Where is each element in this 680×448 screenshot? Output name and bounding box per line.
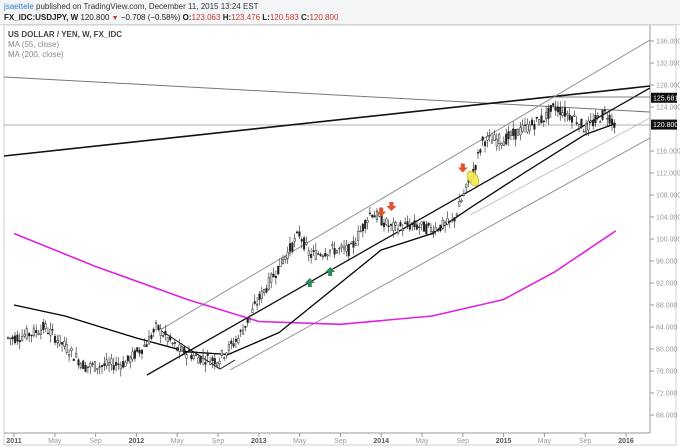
annotations (304, 163, 480, 287)
price-tick-label: 88.000 (656, 303, 678, 310)
price-tick-label: 132.000 (656, 61, 680, 68)
descending-trendline[interactable] (3, 76, 651, 113)
ma-200-line[interactable] (13, 230, 617, 326)
time-tick-label: 2014 (373, 438, 389, 445)
publish-text: published on TradingView.com, December 1… (33, 2, 259, 11)
open-label: O: (182, 13, 192, 22)
high-label: H: (222, 13, 232, 22)
price-tick-label: 124.000 (656, 105, 680, 112)
price-axis[interactable]: 136.000 132.000 128.000 124.000 116.000 112.0… (650, 39, 680, 420)
channel-lower-line[interactable] (229, 137, 651, 371)
time-tick-label: 2016 (618, 438, 634, 445)
time-tick-label: Sep (579, 438, 592, 445)
inner-channel-line[interactable] (469, 117, 651, 216)
legend-ma200[interactable]: MA (200, close) (8, 50, 64, 59)
price-tick-label: 136.000 (656, 39, 680, 46)
price-tick-label: 100.000 (656, 237, 680, 244)
pullback-wedge-line[interactable] (159, 329, 236, 370)
price-tick-label: 112.000 (656, 171, 680, 178)
price-tick-label: 128.000 (656, 83, 680, 90)
low-value: 120.583 (269, 13, 299, 22)
price-tags: 125.681 120.800 (651, 92, 678, 130)
publish-info: jsaettele published on TradingView.com, … (4, 2, 259, 11)
long-term-trendline[interactable] (3, 85, 651, 157)
down-arrow-icon: ▼ (111, 15, 119, 22)
highlight-ellipse (466, 170, 480, 187)
candlesticks[interactable] (6, 100, 616, 377)
price-tick-label: 84.000 (656, 325, 678, 332)
price-tick-label: 96.000 (656, 259, 678, 266)
time-tick-label: 2011 (6, 438, 21, 445)
chart-frame (3, 24, 677, 446)
drawing-trendlines[interactable] (3, 39, 651, 376)
time-tick-label: May (415, 438, 429, 445)
price-tick-label: 76.000 (656, 369, 678, 376)
time-tick-label: Sep (457, 438, 470, 445)
up-arrow-icon (325, 267, 336, 276)
channel-upper-line[interactable] (159, 39, 651, 331)
down-arrow-icon (376, 207, 387, 217)
time-tick-label: May (293, 438, 307, 445)
price-tick-label: 108.000 (656, 193, 680, 200)
chart-legend: US DOLLAR / YEN, W, FX_IDC MA (55, close… (8, 30, 122, 60)
down-arrow-icon (386, 202, 397, 211)
open-value: 123.063 (191, 13, 221, 22)
price-tick-label: 116.000 (656, 149, 680, 156)
up-arrow-icon (304, 278, 315, 287)
time-axis[interactable]: 2011 May Sep 2012 May Sep 2013 May Sep 2014 May Sep… (6, 433, 634, 445)
symbol-name: FX_IDC:USDJPY, W (4, 13, 79, 22)
price-tick-label: 72.000 (656, 391, 678, 398)
price-tag (651, 119, 677, 130)
price-change: −0.708 (−0.58%) (120, 13, 181, 22)
time-tick-label: Sep (89, 438, 102, 445)
down-arrow-icon (457, 163, 468, 173)
time-tick-label: May (538, 438, 552, 445)
time-tick-label: May (48, 438, 62, 445)
time-tick-label: Sep (334, 438, 347, 445)
price-tick-label: 68.000 (656, 413, 678, 420)
close-value: 120.800 (309, 13, 339, 22)
author-link[interactable]: jsaettele (4, 2, 34, 11)
symbol-info: FX_IDC:USDJPY, W 120.800 ▼ −0.708 (−0.58… (4, 13, 338, 22)
time-tick-label: 2012 (129, 438, 145, 445)
high-value: 123.476 (231, 13, 261, 22)
legend-ma55[interactable]: MA (55, close) (8, 40, 60, 49)
price-tick-label: 80.000 (656, 347, 678, 354)
legend-symbol-title: US DOLLAR / YEN, W, FX_IDC (8, 30, 123, 39)
price-tick-label: 104.000 (656, 215, 680, 222)
time-tick-label: May (171, 438, 185, 445)
price-tag-label: 120.800 (653, 122, 678, 129)
price-tag (651, 92, 677, 103)
close-label: C: (301, 13, 310, 22)
time-tick-label: Sep (212, 438, 225, 445)
price-tag-label: 125.681 (653, 95, 678, 102)
price-tick-label: 92.000 (656, 281, 678, 288)
ma-55-line[interactable] (13, 122, 617, 356)
low-label: L: (262, 13, 270, 22)
last-price: 120.800 (80, 13, 110, 22)
time-tick-label: 2015 (496, 438, 512, 445)
time-tick-label: 2013 (251, 438, 267, 445)
